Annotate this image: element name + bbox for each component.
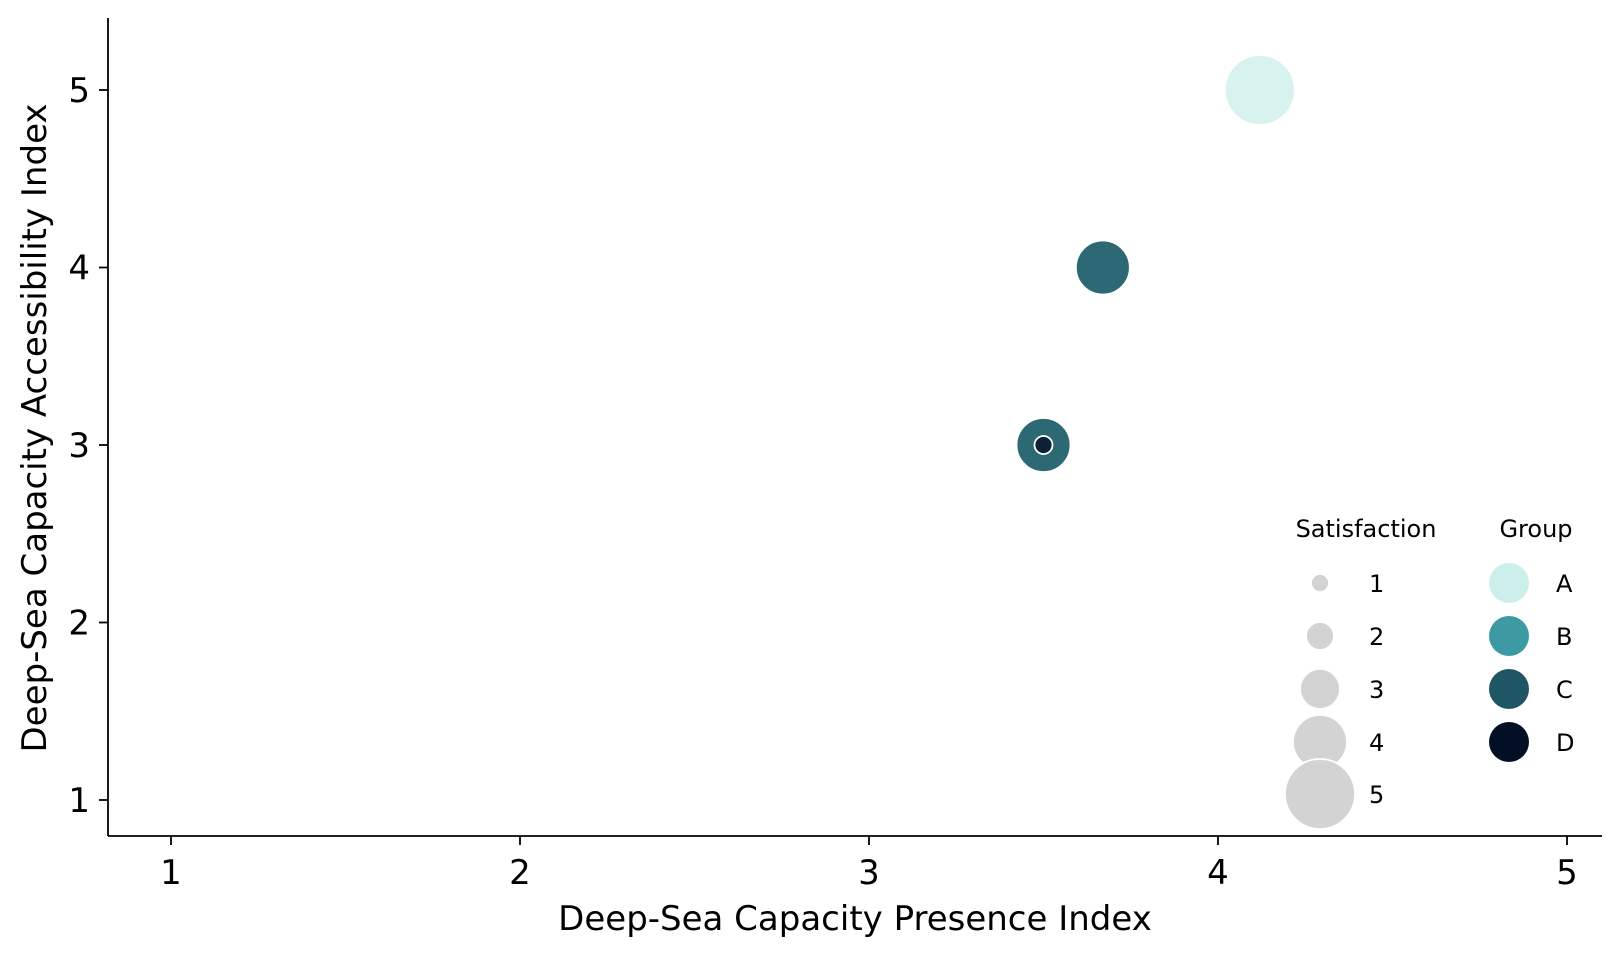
color-legend-title: Group — [1499, 515, 1572, 543]
y-tick-label: 3 — [68, 426, 90, 466]
x-tick-label: 2 — [509, 853, 531, 893]
group-legend-label: B — [1556, 623, 1572, 651]
group-legend-marker — [1489, 669, 1529, 709]
group-legend-marker — [1489, 722, 1529, 762]
size-legend-label: 1 — [1369, 570, 1384, 598]
x-tick-label: 4 — [1207, 853, 1229, 893]
x-axis-label: Deep-Sea Capacity Presence Index — [558, 899, 1152, 939]
size-legend-marker — [1284, 758, 1356, 830]
size-legend-label: 5 — [1369, 781, 1384, 809]
group-legend-label: D — [1556, 729, 1574, 757]
x-tick-label: 5 — [1556, 853, 1578, 893]
points-layer — [1015, 54, 1296, 473]
axes-layer — [107, 18, 1602, 837]
data-point-a — [1223, 54, 1296, 126]
y-axis-label: Deep-Sea Capacity Accessibility Index — [15, 103, 55, 752]
group-legend-marker — [1489, 563, 1529, 603]
y-tick-label: 2 — [68, 604, 90, 644]
group-legend-label: A — [1556, 570, 1573, 598]
group-legend-label: C — [1556, 676, 1573, 704]
y-tick-label: 1 — [68, 781, 90, 821]
data-point-c — [1074, 239, 1131, 296]
y-tick-label: 5 — [68, 71, 90, 111]
size-legend-label: 3 — [1369, 676, 1384, 704]
ticks-layer: 1 2 3 4 5 1 2 3 4 5 — [68, 71, 1577, 893]
size-legend-title: Satisfaction — [1296, 515, 1437, 543]
data-point-d — [1033, 435, 1054, 455]
y-tick-label: 4 — [68, 249, 90, 289]
x-tick-label: 3 — [858, 853, 880, 893]
size-legend-marker — [1299, 668, 1341, 710]
size-legend-marker — [1305, 621, 1335, 651]
size-legend-label: 2 — [1369, 623, 1384, 651]
group-legend-marker — [1489, 616, 1529, 656]
size-legend-marker — [1310, 573, 1330, 593]
x-tick-label: 1 — [160, 853, 182, 893]
size-legend-label: 4 — [1369, 729, 1384, 757]
